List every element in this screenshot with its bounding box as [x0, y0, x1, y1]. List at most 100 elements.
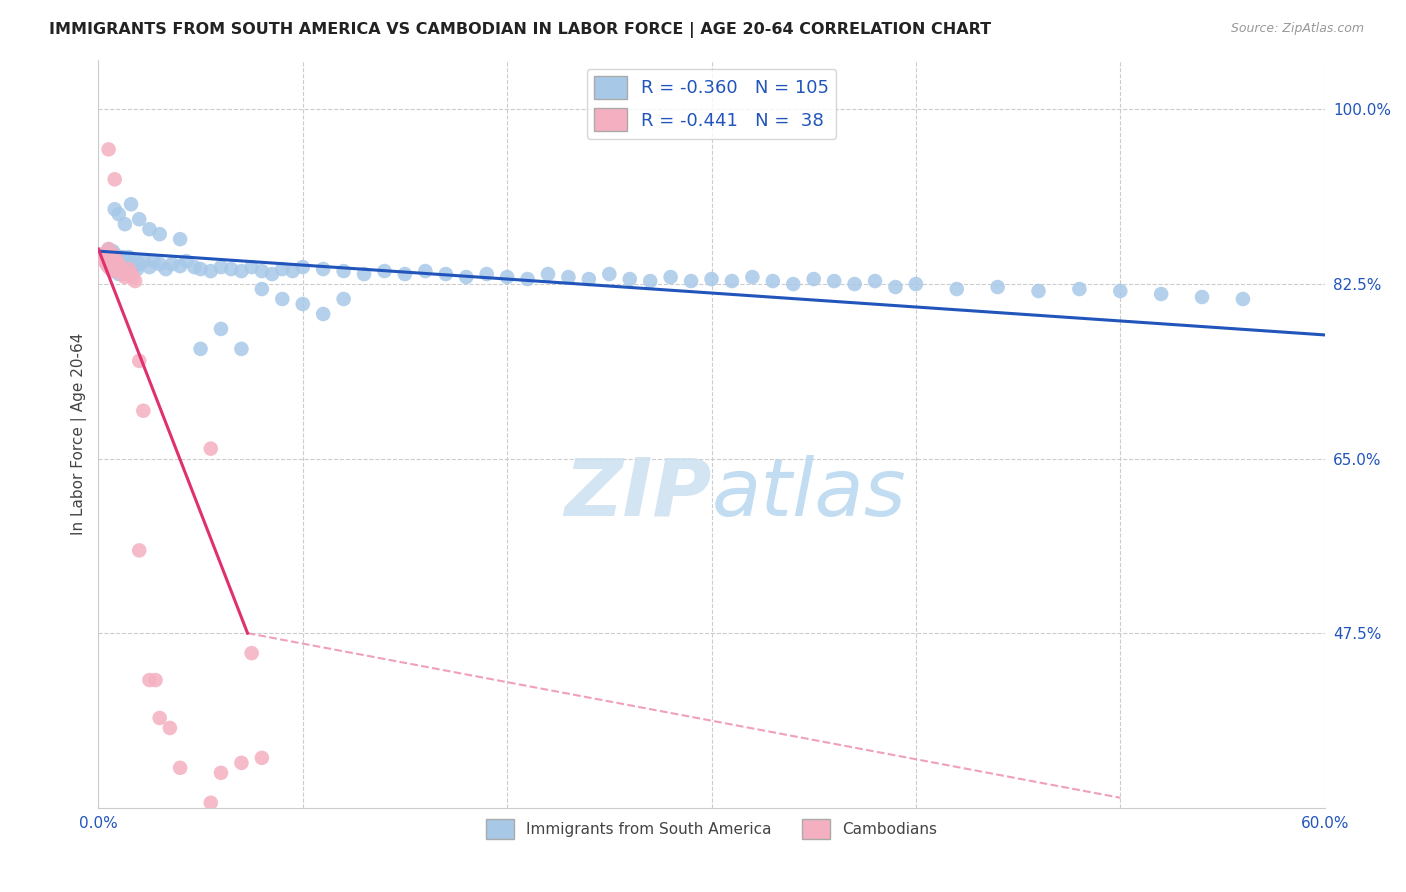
Point: [115, 267, 138, 281]
Point: [105, 264, 128, 278]
Point: [741, 270, 763, 285]
Point: [456, 270, 478, 285]
Point: [104, 172, 127, 186]
Point: [104, 250, 127, 264]
Point: [240, 260, 263, 274]
Point: [721, 274, 744, 288]
Point: [209, 322, 232, 336]
Point: [271, 262, 294, 277]
Point: [987, 280, 1010, 294]
Point: [124, 254, 146, 268]
Point: [101, 259, 124, 273]
Point: [138, 673, 160, 687]
Point: [114, 217, 136, 231]
Point: [138, 260, 160, 274]
Point: [93, 247, 115, 261]
Point: [700, 272, 723, 286]
Point: [291, 260, 314, 274]
Point: [97, 242, 120, 256]
Point: [155, 262, 177, 277]
Point: [142, 254, 165, 268]
Point: [159, 721, 181, 735]
Point: [578, 272, 600, 286]
Point: [101, 247, 124, 261]
Point: [111, 250, 134, 264]
Point: [619, 272, 641, 286]
Point: [110, 264, 132, 278]
Point: [111, 267, 134, 281]
Point: [97, 142, 120, 156]
Point: [271, 292, 294, 306]
Text: IMMIGRANTS FROM SOUTH AMERICA VS CAMBODIAN IN LABOR FORCE | AGE 20-64 CORRELATIO: IMMIGRANTS FROM SOUTH AMERICA VS CAMBODI…: [49, 22, 991, 38]
Point: [332, 264, 354, 278]
Point: [681, 274, 703, 288]
Point: [101, 244, 124, 259]
Point: [107, 267, 129, 281]
Text: Source: ZipAtlas.com: Source: ZipAtlas.com: [1230, 22, 1364, 36]
Point: [111, 259, 134, 273]
Point: [169, 259, 191, 273]
Point: [160, 257, 183, 271]
Point: [1191, 290, 1213, 304]
Point: [209, 765, 232, 780]
Point: [149, 227, 172, 242]
Point: [1069, 282, 1091, 296]
Point: [904, 277, 927, 291]
Point: [250, 264, 273, 278]
Point: [100, 247, 122, 261]
Point: [200, 264, 222, 278]
Point: [434, 267, 457, 281]
Point: [100, 254, 122, 268]
Point: [174, 254, 197, 268]
Point: [114, 270, 136, 285]
Point: [231, 756, 253, 770]
Point: [124, 274, 146, 288]
Point: [844, 277, 866, 291]
Point: [219, 262, 242, 277]
Point: [762, 274, 785, 288]
Point: [118, 262, 141, 277]
Point: [312, 307, 335, 321]
Point: [93, 254, 115, 268]
Point: [190, 262, 212, 277]
Point: [1028, 284, 1050, 298]
Point: [101, 264, 124, 278]
Point: [114, 262, 136, 277]
Point: [107, 207, 129, 221]
Point: [100, 247, 122, 261]
Point: [250, 751, 273, 765]
Legend: Immigrants from South America, Cambodians: Immigrants from South America, Cambodian…: [479, 814, 943, 845]
Point: [823, 274, 845, 288]
Point: [118, 262, 141, 277]
Y-axis label: In Labor Force | Age 20-64: In Labor Force | Age 20-64: [72, 333, 87, 535]
Point: [250, 282, 273, 296]
Point: [149, 711, 172, 725]
Point: [415, 264, 437, 278]
Point: [659, 270, 682, 285]
Point: [97, 242, 120, 256]
Point: [557, 270, 579, 285]
Point: [104, 262, 127, 277]
Point: [190, 342, 212, 356]
Point: [96, 250, 118, 264]
Point: [91, 247, 114, 261]
Point: [200, 442, 222, 456]
Text: ZIP: ZIP: [564, 455, 711, 533]
Point: [115, 257, 138, 271]
Point: [110, 254, 132, 268]
Point: [638, 274, 661, 288]
Point: [537, 267, 560, 281]
Text: atlas: atlas: [711, 455, 907, 533]
Point: [132, 254, 155, 268]
Point: [96, 252, 118, 266]
Point: [240, 646, 263, 660]
Point: [128, 354, 150, 368]
Point: [231, 342, 253, 356]
Point: [96, 257, 118, 271]
Point: [128, 543, 150, 558]
Point: [100, 254, 122, 268]
Point: [169, 761, 191, 775]
Point: [104, 252, 127, 266]
Point: [120, 257, 142, 271]
Point: [183, 260, 205, 274]
